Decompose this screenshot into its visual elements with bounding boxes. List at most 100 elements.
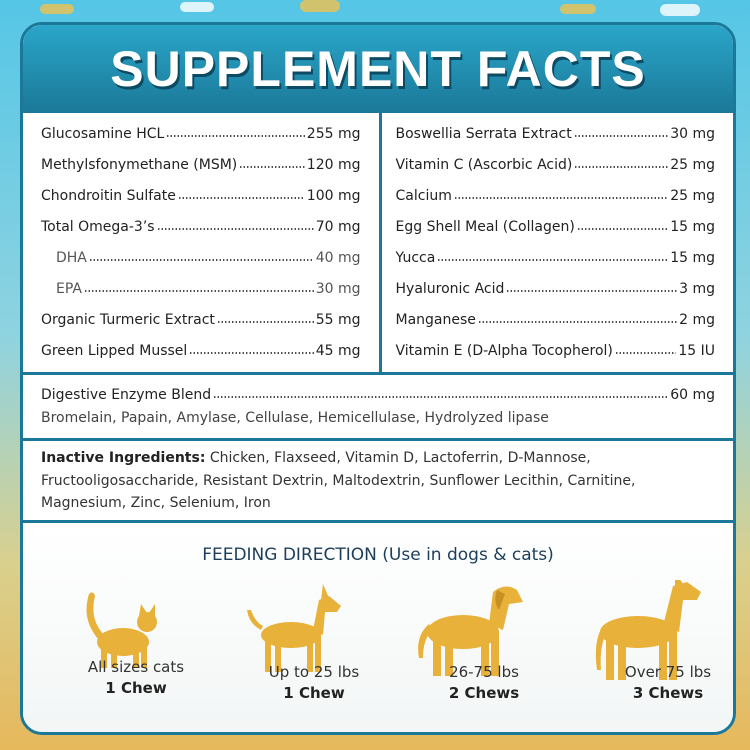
leader xyxy=(213,396,669,398)
fact-row: Chondroitin Sulfate 100 mg xyxy=(41,181,361,212)
fact-row: Vitamin C (Ascorbic Acid) 25 mg xyxy=(396,150,716,181)
medium-dog-icon xyxy=(418,586,523,676)
animal-size: All sizes cats xyxy=(87,658,185,676)
header: SUPPLEMENT FACTS xyxy=(23,25,733,113)
leader xyxy=(453,197,669,199)
amount: 120 mg xyxy=(306,157,361,173)
feeding-title: FEEDING DIRECTION (Use in dogs & cats) xyxy=(202,545,554,565)
fact-row: Methylsfonymethane (MSM) 120 mg xyxy=(41,150,361,181)
fact-row: EPA 30 mg xyxy=(41,274,361,305)
fact-row: Manganese 2 mg xyxy=(396,305,716,336)
ingredient: Green Lipped Mussel xyxy=(41,343,188,359)
blend-detail: Bromelain, Papain, Amylase, Cellulase, H… xyxy=(41,410,549,426)
fact-row: Green Lipped Mussel 45 mg xyxy=(41,336,361,367)
fact-row: Total Omega-3’s 70 mg xyxy=(41,212,361,243)
dose: 1 Chew xyxy=(105,679,167,697)
leader xyxy=(437,259,669,261)
ingredient: Digestive Enzyme Blend xyxy=(41,387,212,403)
facts-table: Glucosamine HCL 255 mg Methylsfonymethane … xyxy=(23,113,733,375)
leader xyxy=(156,228,314,230)
leader xyxy=(239,166,305,168)
leader xyxy=(88,259,314,261)
amount: 15 mg xyxy=(670,219,715,235)
animal-size: 26-75 lbs xyxy=(449,663,519,681)
feeding-section: FEEDING DIRECTION (Use in dogs & cats) xyxy=(23,525,733,732)
leader xyxy=(614,352,677,354)
amount: 15 mg xyxy=(670,250,715,266)
inactive-label: Inactive Ingredients: xyxy=(41,450,206,466)
dose: 2 Chews xyxy=(448,684,520,702)
fact-row: Boswellia Serrata Extract 30 mg xyxy=(396,119,716,150)
ingredient: Methylsfonymethane (MSM) xyxy=(41,157,238,173)
ingredient: Yucca xyxy=(395,250,436,266)
amount: 45 mg xyxy=(315,343,361,359)
ingredient: Hyaluronic Acid xyxy=(395,281,505,297)
feeding-caption: All sizes cats 1 Chew xyxy=(51,657,221,699)
ingredient: Glucosamine HCL xyxy=(41,126,165,142)
ingredient: EPA xyxy=(56,281,82,297)
leader xyxy=(83,290,314,292)
ingredient: Boswellia Serrata Extract xyxy=(395,126,572,142)
facts-card: SUPPLEMENT FACTS Glucosamine HCL 255 mg Me… xyxy=(20,22,736,735)
fact-row: Egg Shell Meal (Collagen) 15 mg xyxy=(396,212,716,243)
inactive-ingredients: Inactive Ingredients: Chicken, Flaxseed,… xyxy=(23,441,733,523)
fact-row: Calcium 25 mg xyxy=(396,181,716,212)
amount: 70 mg xyxy=(315,219,361,235)
leader xyxy=(576,228,669,230)
amount: 55 mg xyxy=(315,312,361,328)
leader xyxy=(574,166,669,168)
ingredient: Chondroitin Sulfate xyxy=(41,188,176,204)
amount: 60 mg xyxy=(670,387,715,403)
small-dog-icon xyxy=(247,584,341,672)
ingredient: Organic Turmeric Extract xyxy=(41,312,215,328)
amount: 30 mg xyxy=(315,281,361,297)
amount: 40 mg xyxy=(315,250,361,266)
fact-row: Digestive Enzyme Blend 60 mg xyxy=(41,383,715,407)
animal-icons xyxy=(86,580,701,680)
amount: 3 mg xyxy=(679,281,715,297)
ingredient: Manganese xyxy=(395,312,476,328)
leader xyxy=(573,135,669,137)
ingredient: DHA xyxy=(56,250,87,266)
inactive-text: Chicken, Flaxseed, Vitamin D, Lactoferri… xyxy=(41,450,636,511)
large-dog-icon xyxy=(595,580,701,680)
fact-row: Glucosamine HCL 255 mg xyxy=(41,119,361,150)
fact-row: DHA 40 mg xyxy=(41,243,361,274)
leader xyxy=(166,135,305,137)
fact-row: Organic Turmeric Extract 55 mg xyxy=(41,305,361,336)
dose: 3 Chews xyxy=(632,684,704,702)
amount: 15 IU xyxy=(678,343,715,359)
ingredient: Total Omega-3’s xyxy=(41,219,155,235)
fact-row: Hyaluronic Acid 3 mg xyxy=(396,274,716,305)
leader xyxy=(477,321,678,323)
left-column: Glucosamine HCL 255 mg Methylsfonymethane … xyxy=(23,113,379,372)
feeding-caption: 26-75 lbs 2 Chews xyxy=(399,662,569,704)
leader xyxy=(506,290,678,292)
animal-size: Over 75 lbs xyxy=(624,663,712,681)
amount: 25 mg xyxy=(670,157,715,173)
amount: 30 mg xyxy=(670,126,715,142)
feeding-caption: Over 75 lbs 3 Chews xyxy=(583,662,733,704)
feeding-caption: Up to 25 lbs 1 Chew xyxy=(229,662,399,704)
amount: 2 mg xyxy=(679,312,715,328)
leader xyxy=(216,321,314,323)
ingredient: Egg Shell Meal (Collagen) xyxy=(395,219,575,235)
leader xyxy=(189,352,314,354)
leader xyxy=(177,197,305,199)
amount: 255 mg xyxy=(306,126,361,142)
fact-row: Vitamin E (D-Alpha Tocopherol) 15 IU xyxy=(396,336,716,367)
amount: 100 mg xyxy=(306,188,361,204)
ingredient: Calcium xyxy=(395,188,452,204)
ingredient: Vitamin E (D-Alpha Tocopherol) xyxy=(395,343,613,359)
fact-row: Yucca 15 mg xyxy=(396,243,716,274)
enzyme-blend: Digestive Enzyme Blend 60 mg Bromelain, P… xyxy=(23,375,733,441)
animal-size: Up to 25 lbs xyxy=(268,663,360,681)
ingredient: Vitamin C (Ascorbic Acid) xyxy=(395,157,573,173)
cat-icon xyxy=(86,592,157,668)
right-column: Boswellia Serrata Extract 30 mg Vitamin C … xyxy=(378,113,734,372)
amount: 25 mg xyxy=(670,188,715,204)
title: SUPPLEMENT FACTS xyxy=(110,41,646,97)
dose: 1 Chew xyxy=(283,684,345,702)
